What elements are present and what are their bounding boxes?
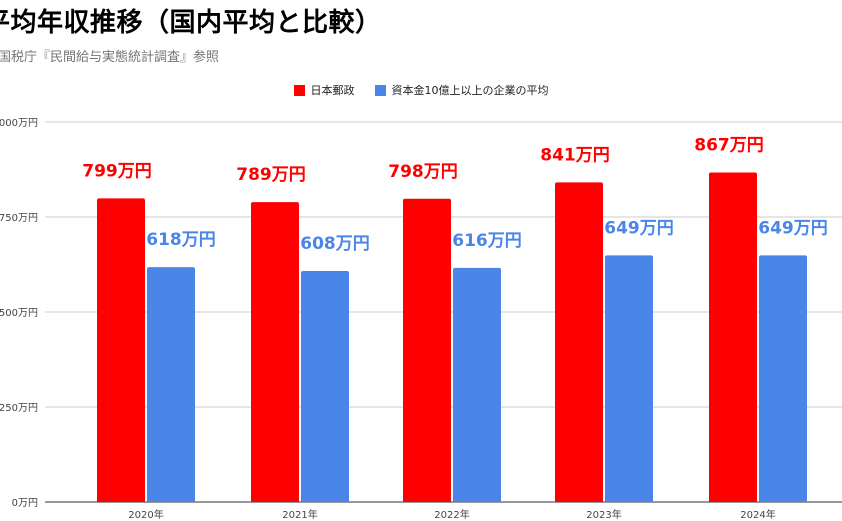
- y-tick-label: 0万円: [12, 498, 38, 509]
- data-label-japan-post: 789万円: [236, 165, 306, 185]
- data-label-japan-post: 799万円: [82, 161, 152, 181]
- legend-label-japan-post: 日本郵政: [310, 84, 355, 97]
- bar-japan-post: [555, 182, 603, 503]
- legend-label-company-average: 資本金10億上以上の企業の平均: [391, 84, 549, 97]
- bar-japan-post: [251, 202, 299, 502]
- x-tick-label: 2020年: [128, 508, 163, 521]
- bar-company-average: [605, 255, 653, 502]
- chart-subtitle: 国税庁『民間給与実態統計調査』参照: [0, 50, 220, 65]
- legend: 日本郵政 資本金10億上以上の企業の平均: [0, 82, 842, 98]
- y-tick-label: 500万円: [0, 308, 38, 319]
- data-label-japan-post: 798万円: [388, 162, 458, 182]
- bar-japan-post: [97, 198, 145, 502]
- x-tick-label: 2022年: [434, 508, 469, 521]
- bar-japan-post: [403, 198, 451, 502]
- data-label-company-average: 649万円: [604, 218, 674, 238]
- data-label-company-average: 618万円: [146, 230, 216, 250]
- bar-japan-post: [709, 172, 757, 503]
- y-tick-label: 250万円: [0, 403, 38, 414]
- y-tick-label: 1000万円: [0, 118, 38, 129]
- bar-company-average: [453, 267, 501, 502]
- y-tick-label: 750万円: [0, 213, 38, 224]
- data-label-japan-post: 867万円: [694, 136, 764, 156]
- bar-company-average: [147, 267, 195, 502]
- legend-swatch-red: [293, 84, 305, 96]
- data-label-company-average: 616万円: [452, 231, 522, 251]
- legend-item-company-average: 資本金10億上以上の企業の平均: [374, 82, 549, 98]
- bar-company-average: [301, 270, 349, 502]
- x-tick-label: 2021年: [282, 508, 317, 521]
- x-tick-label: 2023年: [586, 508, 621, 521]
- legend-item-japan-post: 日本郵政: [293, 82, 355, 98]
- x-tick-label: 2024年: [740, 508, 775, 521]
- data-label-company-average: 649万円: [758, 218, 828, 238]
- chart-title: 平均年収推移（国内平均と比較）: [0, 8, 382, 38]
- legend-swatch-blue: [374, 84, 386, 96]
- bar-company-average: [759, 255, 807, 502]
- data-label-japan-post: 841万円: [540, 145, 610, 165]
- data-label-company-average: 608万円: [300, 234, 370, 254]
